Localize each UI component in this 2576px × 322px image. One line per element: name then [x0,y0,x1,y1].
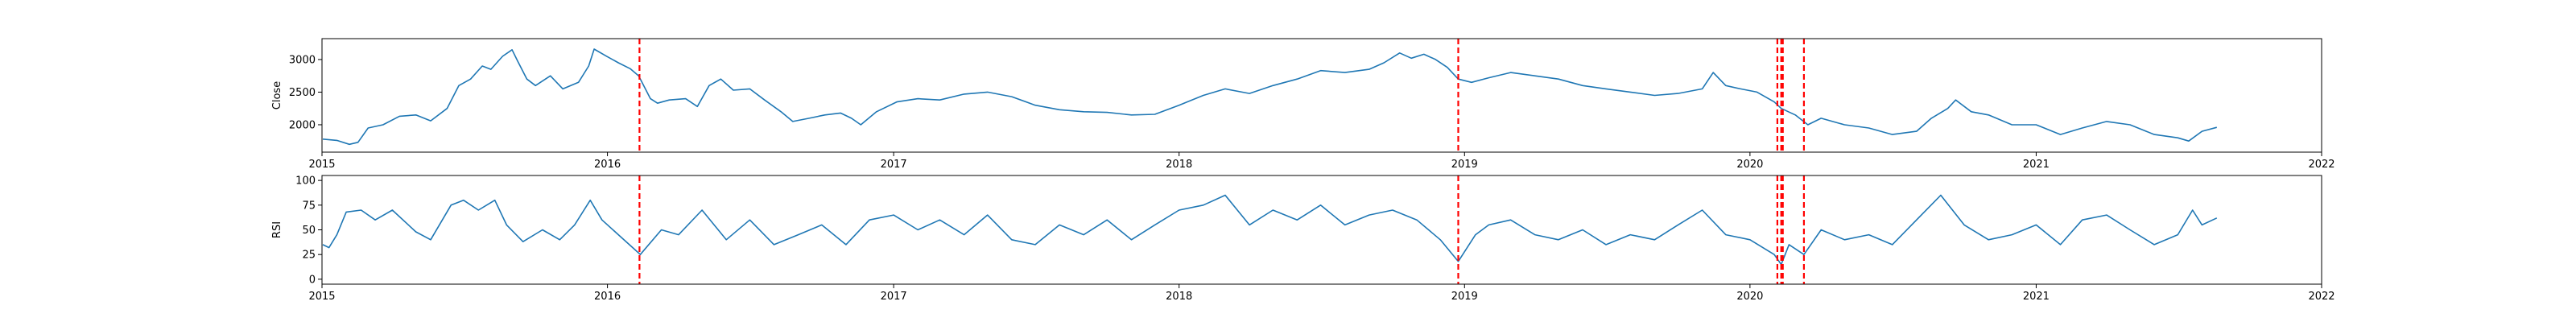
x-tick-label: 2022 [2308,291,2334,303]
series-line [322,48,2218,146]
x-tick-label: 2022 [2308,159,2334,171]
y-tick-label: 25 [302,250,316,262]
x-tick-label: 2019 [1451,291,1478,303]
rsi-panel: 2015 2016 2017 2018 2019 2020 2021 2022 0 25 50 75 1… [271,175,2335,303]
y-tick-label: 75 [302,200,316,212]
x-tick-label: 2019 [1451,159,1478,171]
y-axis-label: Close [271,81,283,109]
x-tick-label: 2016 [594,159,621,171]
plot-frame [321,38,2322,153]
y-tick-label: 2500 [289,87,316,99]
x-tick-label: 2020 [1736,159,1763,171]
x-tick-label: 2018 [1166,291,1192,303]
x-tick-label: 2021 [2023,291,2050,303]
x-tick-label: 2015 [308,159,335,171]
y-tick-label: 50 [302,225,316,237]
y-tick-label: 100 [295,175,316,188]
close-price-panel: 2015 2016 2017 2018 2019 2020 2021 2022 2000 2500… [271,38,2335,171]
x-tick-label: 2021 [2023,159,2050,171]
series-line [322,194,2218,266]
y-axis-label: RSI [271,221,283,238]
x-tick-label: 2017 [881,291,907,303]
x-tick-label: 2018 [1166,159,1192,171]
x-tick-label: 2017 [881,159,907,171]
y-tick-label: 0 [309,274,316,286]
plot-frame [321,175,2322,285]
x-tick-label: 2020 [1736,291,1763,303]
y-tick-label: 3000 [289,54,316,66]
x-tick-label: 2015 [308,291,335,303]
y-tick-label: 2000 [289,119,316,131]
x-tick-label: 2016 [594,291,621,303]
